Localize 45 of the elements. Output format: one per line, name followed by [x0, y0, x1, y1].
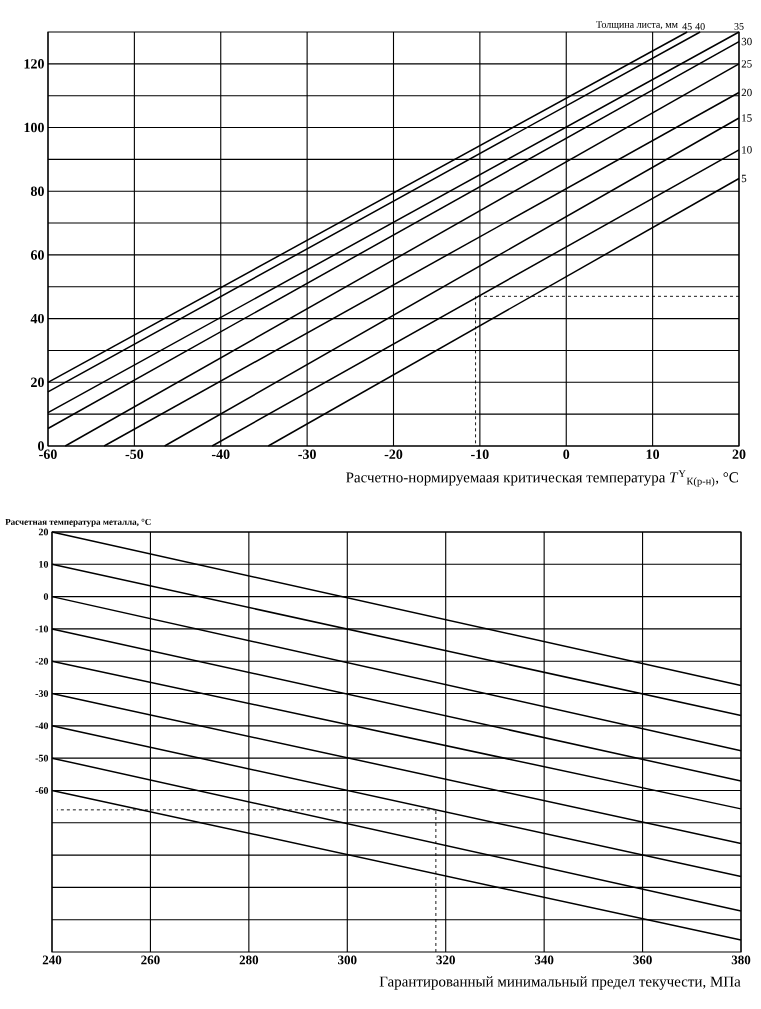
x-tick-label: 340 — [534, 955, 554, 965]
x-tick-label: -10 — [471, 449, 489, 459]
x-tick-label: 10 — [646, 449, 660, 459]
x-tick-label: 20 — [732, 449, 746, 459]
y-tick-label: -30 — [35, 690, 49, 697]
y-tick-label: -60 — [35, 787, 49, 794]
x-tick-label: 320 — [436, 955, 455, 965]
x-tick-label: -50 — [125, 449, 144, 459]
x-tick-label: 360 — [633, 955, 652, 965]
x-tick-label: -40 — [211, 449, 230, 459]
series-label: 30 — [741, 37, 752, 46]
series-label: 45 — [682, 23, 692, 30]
series-label: 20 — [741, 88, 752, 97]
y-tick-label: 20 — [31, 377, 44, 388]
y-tick-label: -50 — [35, 754, 49, 762]
x-tick-label: 260 — [141, 955, 160, 965]
x-tick-label: -30 — [298, 449, 316, 459]
x-axis-title: Расчетно-нормируемаая критическая температура T$^{Y}$$_{К(р-н)}$, °C — [346, 470, 738, 487]
y-tick-label: 120 — [24, 59, 44, 69]
x-tick-label: 300 — [338, 955, 357, 965]
x-tick-label: -20 — [384, 449, 403, 459]
series-label: 25 — [741, 60, 752, 68]
y-tick-label: 100 — [24, 122, 44, 133]
y-tick-label: 10 — [39, 560, 49, 568]
y-tick-label: 40 — [30, 313, 44, 324]
series-label: 5 — [741, 174, 747, 183]
x-tick-label: 380 — [731, 955, 751, 965]
y-tick-label: -20 — [35, 657, 49, 665]
series-label: 35 — [734, 23, 744, 30]
series-label: 40 — [695, 23, 705, 30]
y-tick-label: -10 — [35, 625, 49, 633]
y-axis-title: Расчетная температура металла, °C — [5, 518, 151, 527]
legend-title: Толщина листа, мм — [596, 21, 678, 30]
series-label: 15 — [742, 114, 752, 122]
y-tick-label: 20 — [38, 528, 49, 536]
y-tick-label: -40 — [35, 722, 49, 730]
y-tick-label: 0 — [43, 593, 49, 600]
x-tick-label: 240 — [42, 955, 62, 965]
series-label: 10 — [742, 146, 752, 154]
x-tick-label: 280 — [239, 955, 259, 965]
y-tick-label: 80 — [30, 186, 44, 196]
y-tick-label: 0 — [38, 441, 44, 451]
x-tick-label: 0 — [563, 449, 570, 459]
x-axis-title: Гарантированный минимальный предел текучести, МПа — [379, 976, 741, 990]
y-tick-label: 60 — [30, 250, 44, 260]
